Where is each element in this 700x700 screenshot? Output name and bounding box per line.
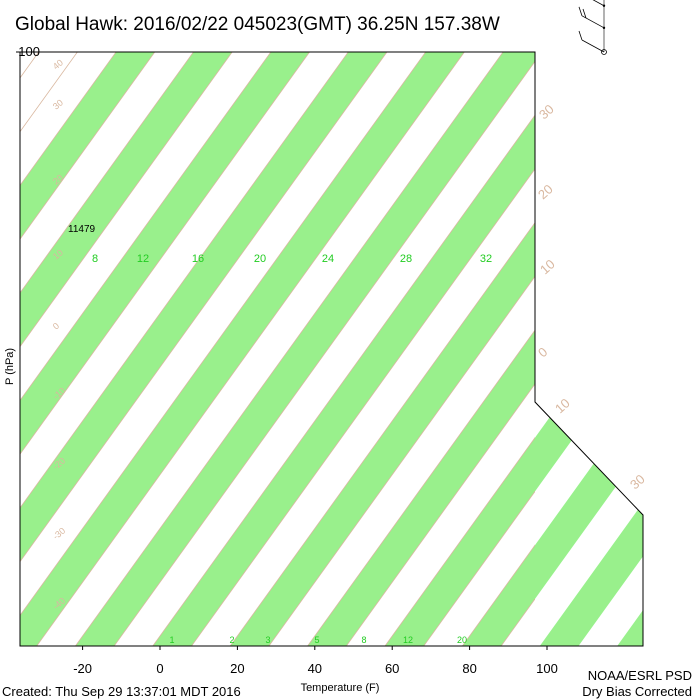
- height-label: 11479: [68, 224, 96, 235]
- isotherm-line: [20, 52, 349, 509]
- x-tick-label: 80: [462, 661, 476, 676]
- adiabat-left-label: 0: [51, 321, 61, 332]
- mixing-ratio-bottom-label: 20: [457, 635, 467, 645]
- adiabat-label: 30: [536, 101, 557, 122]
- wind-barb: [578, 30, 607, 55]
- y-axis-label: P (hPa): [4, 348, 16, 385]
- isotherm-line: [36, 52, 465, 646]
- chart-title: Global Hawk: 2016/02/22 045023(GMT) 36.2…: [15, 14, 500, 35]
- adiabat-left-label: 40: [51, 57, 65, 71]
- isotherm-line: [20, 52, 194, 294]
- adiabat-left-label: 10: [51, 247, 65, 261]
- sounding-profiles: [662, 0, 700, 52]
- x-tick-label: -20: [73, 661, 92, 676]
- adiabat-label: 20: [535, 181, 556, 202]
- y-axis: 1001502002503004005007008501000: [16, 44, 40, 59]
- isotherm-band: [535, 52, 643, 646]
- isotherm-line: [20, 52, 156, 240]
- isotherm-line: [423, 490, 535, 646]
- isotherm-line: [20, 52, 311, 455]
- isotherm-line: [20, 52, 272, 402]
- isotherm-line: [74, 52, 504, 646]
- x-tick-label: 20: [230, 661, 244, 676]
- isotherm-line: [461, 544, 535, 646]
- isotherm-band: [75, 52, 535, 646]
- wind-barbs-column: [578, 0, 607, 55]
- adiabat-label: 10: [552, 395, 573, 416]
- mixing-ratio-bottom-label: 12: [403, 635, 413, 645]
- adiabat-label: 30: [627, 471, 648, 492]
- adiabat-left-label: 20: [51, 172, 65, 186]
- wind-barb: [592, 0, 606, 7]
- mixing-ratio-label: 8: [92, 253, 98, 265]
- mixing-ratio-bottom-label: 5: [314, 635, 319, 645]
- mixing-ratio-label: 24: [322, 253, 334, 265]
- x-tick-label: 0: [156, 661, 163, 676]
- mixing-ratio-label: 16: [192, 253, 204, 265]
- isotherm-line: [152, 114, 535, 646]
- adiabat-left-label: 30: [51, 97, 65, 111]
- adiabat-label: 0: [535, 344, 550, 360]
- isotherm-line: [20, 52, 427, 617]
- x-tick-label: 40: [308, 661, 322, 676]
- isotherm-line: [384, 436, 535, 646]
- mixing-ratio-bottom-label: 8: [361, 635, 366, 645]
- mixing-ratio-label: 12: [137, 253, 149, 265]
- mixing-ratio-bottom-label: 1: [169, 635, 174, 645]
- mixing-ratio-label: 20: [254, 253, 266, 265]
- isotherm-band: [685, 40, 700, 660]
- x-tick-label: 60: [385, 661, 399, 676]
- mixing-ratio-bottom-label: 2: [229, 635, 234, 645]
- x-tick-label: 100: [536, 661, 558, 676]
- y-tick-label: 100: [18, 44, 40, 59]
- isotherm-line: [345, 383, 535, 646]
- mixing-ratio-bottom-label: 3: [265, 635, 270, 645]
- plot-frame: [19, 51, 644, 647]
- isotherm-line: [20, 52, 233, 348]
- isotherm-line: [191, 168, 535, 646]
- mixing-ratio-label: 28: [400, 253, 412, 265]
- isotherm-line: [20, 52, 388, 563]
- isotherm-line: [113, 60, 535, 646]
- isotherm-line: [229, 221, 535, 646]
- adiabat-label: 10: [537, 256, 558, 277]
- isotherm-line: [268, 275, 535, 646]
- isotherm-line: [646, 40, 700, 660]
- isotherm-line: [20, 52, 117, 187]
- isotherm-band: [685, 40, 700, 660]
- isotherm-line: [307, 329, 535, 646]
- credit-line-1: NOAA/ESRL PSD: [588, 668, 692, 683]
- isotherm-band: [20, 52, 465, 646]
- created-footer: Created: Thu Sep 29 13:37:01 MDT 2016: [2, 684, 241, 699]
- wind-barb: [578, 6, 606, 30]
- x-axis: -20 0 20 40 60 80 100: [73, 646, 558, 676]
- temperature-profile: [662, 0, 700, 52]
- isotherm-line: [685, 40, 700, 660]
- credit-line-2: Dry Bias Corrected: [582, 684, 692, 699]
- mixing-ratio-label: 32: [480, 253, 492, 265]
- x-axis-label: Temperature (F): [301, 682, 380, 694]
- isotherm-lines: [20, 40, 700, 660]
